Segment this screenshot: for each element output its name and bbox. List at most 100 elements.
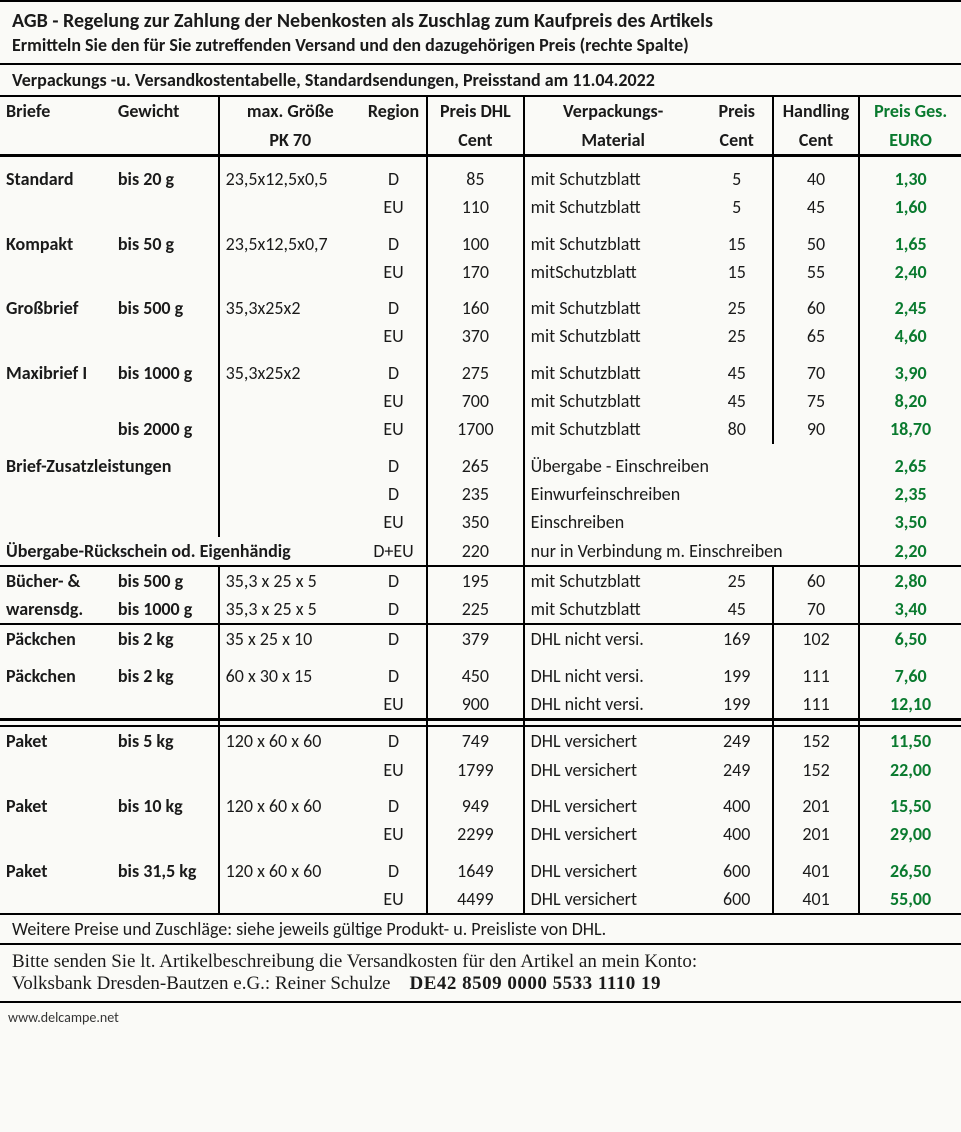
table-row: Bücher- & bis 500 g 35,3 x 25 x 5 D 195 …: [0, 566, 961, 595]
cell-region: D: [361, 849, 427, 885]
cell-ges: 1,60: [859, 193, 961, 221]
table-row: EU 370 mit Schutzblatt 25 65 4,60: [0, 322, 961, 350]
cell-briefe: [0, 885, 112, 913]
cell-region: D: [361, 566, 427, 595]
cell-material: mit Schutzblatt: [524, 351, 702, 387]
cell-preisdhl: 379: [427, 624, 524, 653]
cell-briefe: Paket: [0, 784, 112, 820]
col-gewicht: Gewicht: [112, 97, 219, 125]
cell-region: EU: [361, 690, 427, 720]
cell-briefe: Bücher- &: [0, 566, 112, 595]
cell-handling: 401: [773, 849, 859, 885]
cell-gewicht: bis 31,5 kg: [112, 849, 219, 885]
table-row: EU 350 Einschreiben 3,50: [0, 508, 961, 536]
table-row: Paket bis 10 kg 120 x 60 x 60 D 949 DHL …: [0, 784, 961, 820]
cell-material: Einwurfeinschreiben: [524, 480, 860, 508]
cell-preisc: 400: [702, 820, 773, 848]
cell-material: mit Schutzblatt: [524, 155, 702, 193]
cell-preisc: 169: [702, 624, 773, 653]
col-groesse: max. Größe: [219, 97, 361, 125]
cell-ges: 2,80: [859, 566, 961, 595]
col-handling-2: Cent: [773, 126, 859, 156]
cell-groesse: [219, 322, 361, 350]
cell-handling: 90: [773, 415, 859, 443]
cell-groesse: 120 x 60 x 60: [219, 784, 361, 820]
cell-preisc: 15: [702, 222, 773, 258]
cell-groesse: [219, 756, 361, 784]
table-row: Paket bis 5 kg 120 x 60 x 60 D 749 DHL v…: [0, 726, 961, 755]
cell-preisdhl: 350: [427, 508, 524, 536]
cell-gewicht: [112, 820, 219, 848]
cell-preisc: 600: [702, 885, 773, 913]
cell-preisdhl: 370: [427, 322, 524, 350]
cell-briefe: [0, 258, 112, 286]
table-row: warensdg. bis 1000 g 35,3 x 25 x 5 D 225…: [0, 595, 961, 624]
cell-groesse: 35 x 25 x 10: [219, 624, 361, 653]
cell-handling: 75: [773, 387, 859, 415]
cell-briefe: [0, 690, 112, 720]
cell-material: mit Schutzblatt: [524, 222, 702, 258]
col-preisdhl-2: Cent: [427, 126, 524, 156]
cell-groesse: [219, 415, 361, 443]
cell-gewicht: bis 1000 g: [112, 595, 219, 624]
cell-gewicht: bis 500 g: [112, 566, 219, 595]
cell-preisdhl: 450: [427, 654, 524, 690]
cell-gewicht: [112, 690, 219, 720]
cell-groesse: [219, 387, 361, 415]
cell-ges: 3,90: [859, 351, 961, 387]
cell-preisdhl: 1799: [427, 756, 524, 784]
price-table-document: AGB - Regelung zur Zahlung der Nebenkost…: [0, 0, 961, 1003]
footer-bank-line: Volksbank Dresden-Bautzen e.G.: Reiner S…: [12, 973, 949, 995]
cell-groesse: [219, 258, 361, 286]
table-row: EU 900 DHL nicht versi. 199 111 12,10: [0, 690, 961, 720]
cell-briefe: Päckchen: [0, 654, 112, 690]
cell-briefe: Paket: [0, 849, 112, 885]
cell-preisc: 45: [702, 387, 773, 415]
cell-groesse: [219, 820, 361, 848]
cell-rueckschein-label: Übergabe-Rückschein od. Eigenhändig: [0, 537, 361, 566]
cell-preisc: 25: [702, 322, 773, 350]
cell-ges: 2,35: [859, 480, 961, 508]
cell-briefe: Kompakt: [0, 222, 112, 258]
cell-briefe: [0, 415, 112, 443]
table-row: EU 700 mit Schutzblatt 45 75 8,20: [0, 387, 961, 415]
cell-ges: 26,50: [859, 849, 961, 885]
col-material-2: Material: [524, 126, 702, 156]
table-row: Maxibrief I bis 1000 g 35,3x25x2 D 275 m…: [0, 351, 961, 387]
cell-preisc: 199: [702, 654, 773, 690]
cell-ges: 6,50: [859, 624, 961, 653]
cell-ges: 7,60: [859, 654, 961, 690]
cell-region: EU: [361, 756, 427, 784]
cell-preisc: 5: [702, 155, 773, 193]
cell-preisc: 5: [702, 193, 773, 221]
cell-material: mit Schutzblatt: [524, 387, 702, 415]
cell-preisc: 80: [702, 415, 773, 443]
header-row-1: Briefe Gewicht max. Größe Region Preis D…: [0, 97, 961, 125]
cell-preisdhl: 1649: [427, 849, 524, 885]
source-credit: www.delcampe.net: [0, 1003, 961, 1026]
cell-gewicht: bis 50 g: [112, 222, 219, 258]
cell-region: D: [361, 726, 427, 755]
cell-handling: 55: [773, 258, 859, 286]
cell-preisdhl: 170: [427, 258, 524, 286]
cell-groesse: [219, 885, 361, 913]
cell-handling: 152: [773, 726, 859, 755]
cell-ges: 4,60: [859, 322, 961, 350]
cell-groesse: 120 x 60 x 60: [219, 726, 361, 755]
cell-region: D: [361, 351, 427, 387]
table-row: Paket bis 31,5 kg 120 x 60 x 60 D 1649 D…: [0, 849, 961, 885]
cell-briefe: [0, 193, 112, 221]
cell-preisc: 249: [702, 756, 773, 784]
footer-line1: Bitte senden Sie lt. Artikelbeschreibung…: [12, 951, 949, 973]
cell-gewicht: [112, 258, 219, 286]
cell-material: DHL versichert: [524, 784, 702, 820]
cell-ges: 1,65: [859, 222, 961, 258]
cell-briefe: [0, 387, 112, 415]
cell-preisdhl: 275: [427, 351, 524, 387]
cell-groesse: 35,3 x 25 x 5: [219, 595, 361, 624]
cell-ges: 2,65: [859, 444, 961, 480]
cell-material: nur in Verbindung m. Einschreiben: [524, 537, 860, 566]
cell-ges: 3,50: [859, 508, 961, 536]
cell-material: mit Schutzblatt: [524, 322, 702, 350]
table-row: Brief-Zusatzleistungen D 265 Übergabe - …: [0, 444, 961, 480]
